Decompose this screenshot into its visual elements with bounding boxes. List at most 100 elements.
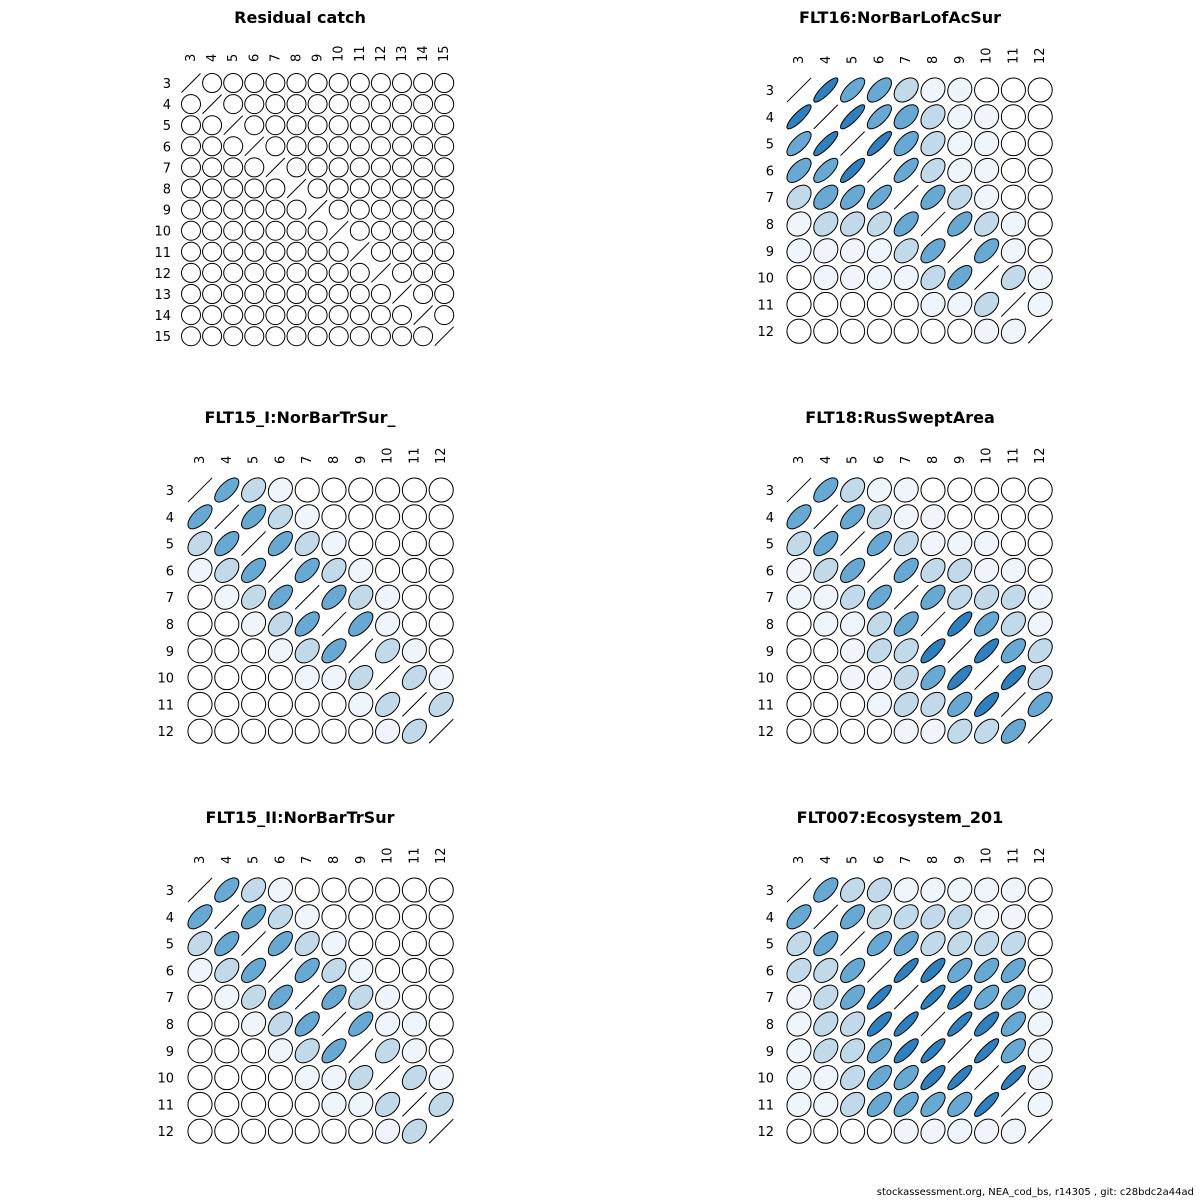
correlation-ellipse xyxy=(265,136,286,157)
correlation-ellipse xyxy=(181,305,201,326)
correlation-ellipse xyxy=(375,611,401,637)
correlation-ellipse xyxy=(840,691,866,717)
correlation-ellipse xyxy=(786,291,812,317)
col-tick-label: 11 xyxy=(1006,47,1021,64)
col-tick-label: 11 xyxy=(353,45,368,62)
correlation-ellipse xyxy=(947,131,973,157)
col-tick-label: 15 xyxy=(437,45,452,62)
correlation-ellipse xyxy=(348,665,374,691)
correlation-ellipse xyxy=(241,877,267,903)
col-tick-label: 9 xyxy=(354,856,369,864)
correlation-ellipse xyxy=(813,638,839,664)
correlation-ellipse xyxy=(307,157,328,178)
diagonal-mark xyxy=(1027,718,1053,744)
correlation-ellipse xyxy=(294,1038,320,1064)
col-tick-label: 4 xyxy=(220,856,235,864)
diagonal-mark xyxy=(434,326,455,347)
correlation-ellipse xyxy=(428,1011,454,1037)
diagonal-mark xyxy=(244,136,265,157)
correlation-ellipse xyxy=(920,291,946,317)
correlation-ellipse xyxy=(1027,984,1053,1010)
correlation-ellipse xyxy=(267,691,293,717)
diagonal-mark xyxy=(328,220,349,241)
correlation-ellipse xyxy=(267,611,293,637)
correlation-ellipse xyxy=(813,718,839,744)
row-tick-label: 11 xyxy=(757,298,774,313)
diagonal-mark xyxy=(348,1038,374,1064)
correlation-ellipse xyxy=(786,1038,812,1064)
correlation-ellipse xyxy=(813,77,839,103)
correlation-ellipse xyxy=(401,531,427,557)
correlation-ellipse xyxy=(348,877,374,903)
correlation-ellipse xyxy=(286,305,307,326)
correlation-ellipse xyxy=(348,611,374,637)
diagonal-mark xyxy=(181,73,201,93)
correlation-ellipse xyxy=(786,718,812,744)
correlation-ellipse xyxy=(866,77,892,103)
correlation-ellipse xyxy=(401,1065,427,1091)
correlation-ellipse xyxy=(428,931,454,957)
correlation-ellipse xyxy=(181,115,201,136)
correlation-ellipse xyxy=(1000,931,1026,957)
correlation-ellipse xyxy=(214,984,240,1010)
correlation-ellipse xyxy=(307,220,328,241)
correlation-ellipse xyxy=(214,557,240,583)
correlation-ellipse xyxy=(223,326,244,347)
diagonal-mark xyxy=(1027,1118,1053,1144)
correlation-ellipse xyxy=(401,718,427,744)
row-tick-label: 14 xyxy=(154,309,171,324)
correlation-ellipse xyxy=(181,157,201,178)
row-tick-label: 11 xyxy=(157,698,174,713)
diagonal-mark xyxy=(241,531,267,557)
correlation-ellipse xyxy=(294,611,320,637)
correlation-ellipse xyxy=(866,184,892,210)
correlation-ellipse xyxy=(401,638,427,664)
col-tick-label: 11 xyxy=(407,847,422,864)
correlation-ellipse xyxy=(947,557,973,583)
col-tick-label: 6 xyxy=(872,456,887,464)
correlation-ellipse xyxy=(947,584,973,610)
correlation-ellipse xyxy=(1000,477,1026,503)
correlation-ellipse xyxy=(1000,611,1026,637)
correlation-ellipse xyxy=(813,611,839,637)
col-tick-label: 10 xyxy=(980,847,995,864)
correlation-ellipse xyxy=(1027,611,1053,637)
col-tick-label: 3 xyxy=(193,856,208,864)
row-tick-label: 7 xyxy=(766,191,774,206)
diagonal-mark xyxy=(321,1011,347,1037)
correlation-ellipse xyxy=(370,178,391,199)
row-tick-label: 6 xyxy=(766,164,774,179)
col-tick-label: 4 xyxy=(819,456,834,464)
correlation-ellipse xyxy=(214,1118,240,1144)
correlation-ellipse xyxy=(786,904,812,930)
correlation-ellipse xyxy=(813,318,839,344)
correlation-ellipse xyxy=(1027,131,1053,157)
correlation-ellipse xyxy=(1000,984,1026,1010)
row-tick-label: 6 xyxy=(166,964,174,979)
correlation-ellipse xyxy=(392,305,412,326)
row-tick-label: 12 xyxy=(757,1125,774,1140)
correlation-ellipse xyxy=(241,1118,267,1144)
correlation-ellipse xyxy=(370,94,391,115)
correlation-ellipse xyxy=(294,1065,320,1091)
row-tick-label: 7 xyxy=(166,591,174,606)
col-tick-label: 8 xyxy=(327,456,342,464)
correlation-ellipse xyxy=(348,957,374,983)
correlation-ellipse xyxy=(348,557,374,583)
diagonal-mark xyxy=(371,263,391,283)
diagonal-mark xyxy=(428,1118,454,1144)
diagonal-mark xyxy=(307,199,328,220)
correlation-ellipse xyxy=(786,1091,812,1117)
col-tick-label: 5 xyxy=(846,56,861,64)
panel-title: FLT15_I:NorBarTrSur_ xyxy=(204,408,395,427)
correlation-ellipse xyxy=(401,504,427,530)
correlation-ellipse xyxy=(947,904,973,930)
row-tick-label: 3 xyxy=(166,484,174,499)
correlation-ellipse xyxy=(428,638,454,664)
correlation-ellipse xyxy=(893,291,919,317)
correlation-ellipse xyxy=(401,557,427,583)
correlation-ellipse xyxy=(392,262,412,283)
correlation-ellipse xyxy=(947,157,973,183)
correlation-ellipse xyxy=(947,184,973,210)
correlation-ellipse xyxy=(813,957,839,983)
